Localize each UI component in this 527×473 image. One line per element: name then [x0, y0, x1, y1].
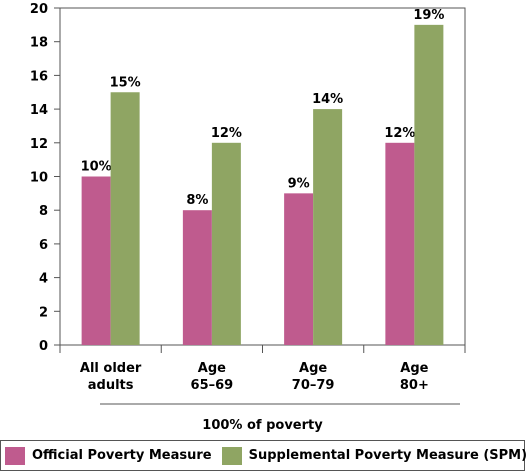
y-tick-label: 20: [30, 2, 48, 17]
data-label-spm: 19%: [413, 8, 444, 23]
x-tick-label: Age 65–69: [191, 361, 234, 393]
x-tick-label-line: Age: [299, 361, 327, 376]
bar-spm: [414, 24, 444, 345]
bar-official: [284, 193, 314, 345]
legend-swatch-spm: [221, 446, 242, 465]
legend-item-official: Official Poverty Measure: [5, 446, 212, 465]
legend-label-official: Official Poverty Measure: [32, 448, 212, 463]
y-tick-label: 2: [39, 305, 48, 320]
x-tick-label: All older adults: [80, 361, 142, 393]
x-tick-label-line: Age: [400, 361, 428, 376]
bar-spm: [313, 109, 343, 345]
x-tick-label-line: adults: [88, 378, 134, 393]
x-tick-label: Age 80+: [400, 361, 429, 393]
x-tick-label-line: Age: [198, 361, 226, 376]
data-label-spm: 14%: [312, 92, 343, 107]
x-tick-label-line: 70–79: [292, 378, 335, 393]
y-tick-label: 12: [30, 137, 48, 152]
y-tick-label: 18: [30, 36, 48, 51]
x-tick-label-line: All older: [80, 361, 142, 376]
x-tick-label-line: 65–69: [191, 378, 234, 393]
data-label-official: 9%: [288, 176, 310, 191]
x-axis: All older adults Age 65–69 Age 70–79 Age 80+: [59, 345, 466, 393]
bar-official: [385, 142, 415, 345]
x-tick-label: Age 70–79: [292, 361, 335, 393]
bar-official: [182, 210, 212, 345]
data-label-spm: 15%: [110, 75, 141, 90]
bar-chart: 0 2 4 6 8 10 12 14 16 18 20 10% 15% 8% 12% 9% 14% 12% 19%…: [30, 2, 466, 433]
y-tick-label: 6: [39, 238, 48, 253]
data-label-official: 10%: [81, 160, 112, 175]
bar-spm: [110, 92, 140, 345]
group-annotation: 100% of poverty: [100, 403, 460, 433]
legend-label-spm: Supplemental Poverty Measure (SPM): [248, 448, 527, 463]
group-label: 100% of poverty: [202, 418, 323, 433]
bar-official: [81, 176, 111, 345]
data-label-official: 8%: [186, 193, 208, 208]
y-tick-label: 10: [30, 171, 48, 186]
y-axis: 0 2 4 6 8 10 12 14 16 18 20: [30, 2, 60, 354]
x-tick-label-line: 80+: [400, 378, 429, 393]
data-label-official: 12%: [384, 126, 415, 141]
bars: 10% 15% 8% 12% 9% 14% 12% 19%: [81, 8, 444, 345]
data-label-spm: 12%: [211, 126, 242, 141]
y-tick-label: 4: [39, 272, 48, 287]
legend-item-spm: Supplemental Poverty Measure (SPM): [221, 446, 527, 465]
y-tick-label: 14: [30, 103, 48, 118]
legend: Official Poverty Measure Supplemental Po…: [0, 440, 527, 471]
y-tick-label: 8: [39, 204, 48, 219]
y-tick-label: 0: [39, 339, 48, 354]
legend-swatch-official: [5, 446, 25, 465]
bar-spm: [211, 142, 241, 345]
y-tick-label: 16: [30, 69, 48, 84]
